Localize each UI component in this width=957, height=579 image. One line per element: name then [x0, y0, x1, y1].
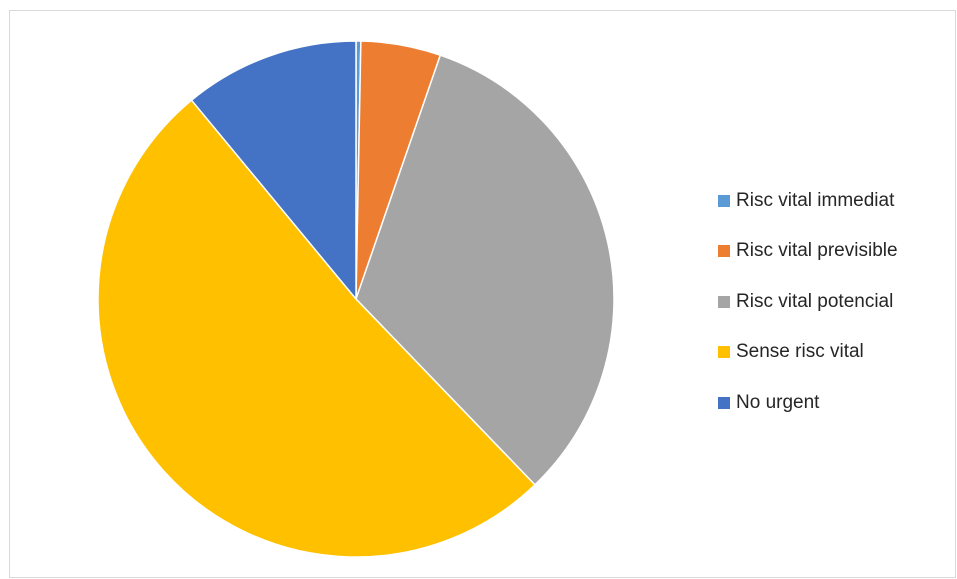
legend-item-risc-vital-previsible: Risc vital previsible [718, 239, 898, 265]
pie-slice-no-urgent [190, 40, 357, 302]
legend-item-risc-vital-immediat: Risc vital immediat [718, 188, 898, 214]
legend-item-no-urgent: No urgent [718, 390, 898, 416]
legend-label-risc-vital-potencial: Risc vital potencial [736, 290, 894, 312]
legend-label-risc-vital-immediat: Risc vital immediat [736, 189, 895, 211]
legend-swatch-risc-vital-previsible [718, 245, 730, 258]
legend-label-risc-vital-previsible: Risc vital previsible [736, 240, 898, 262]
legend-swatch-risc-vital-immediat [718, 194, 730, 207]
legend-label-no-urgent: No urgent [736, 391, 820, 413]
pie-slices [97, 40, 615, 558]
legend-item-sense-risc-vital: Sense risc vital [718, 340, 898, 366]
pie-slice-sense-risc-vital [97, 99, 537, 558]
legend-swatch-no-urgent [718, 396, 730, 409]
legend-label-sense-risc-vital: Sense risc vital [736, 341, 864, 363]
legend-swatch-risc-vital-potencial [718, 295, 730, 308]
legend-swatch-sense-risc-vital [718, 346, 730, 359]
legend-item-risc-vital-potencial: Risc vital potencial [718, 289, 898, 315]
legend: Risc vital immediat Risc vital previsibl… [718, 188, 898, 441]
pie-slice-risc-vital-potencial [355, 54, 615, 486]
